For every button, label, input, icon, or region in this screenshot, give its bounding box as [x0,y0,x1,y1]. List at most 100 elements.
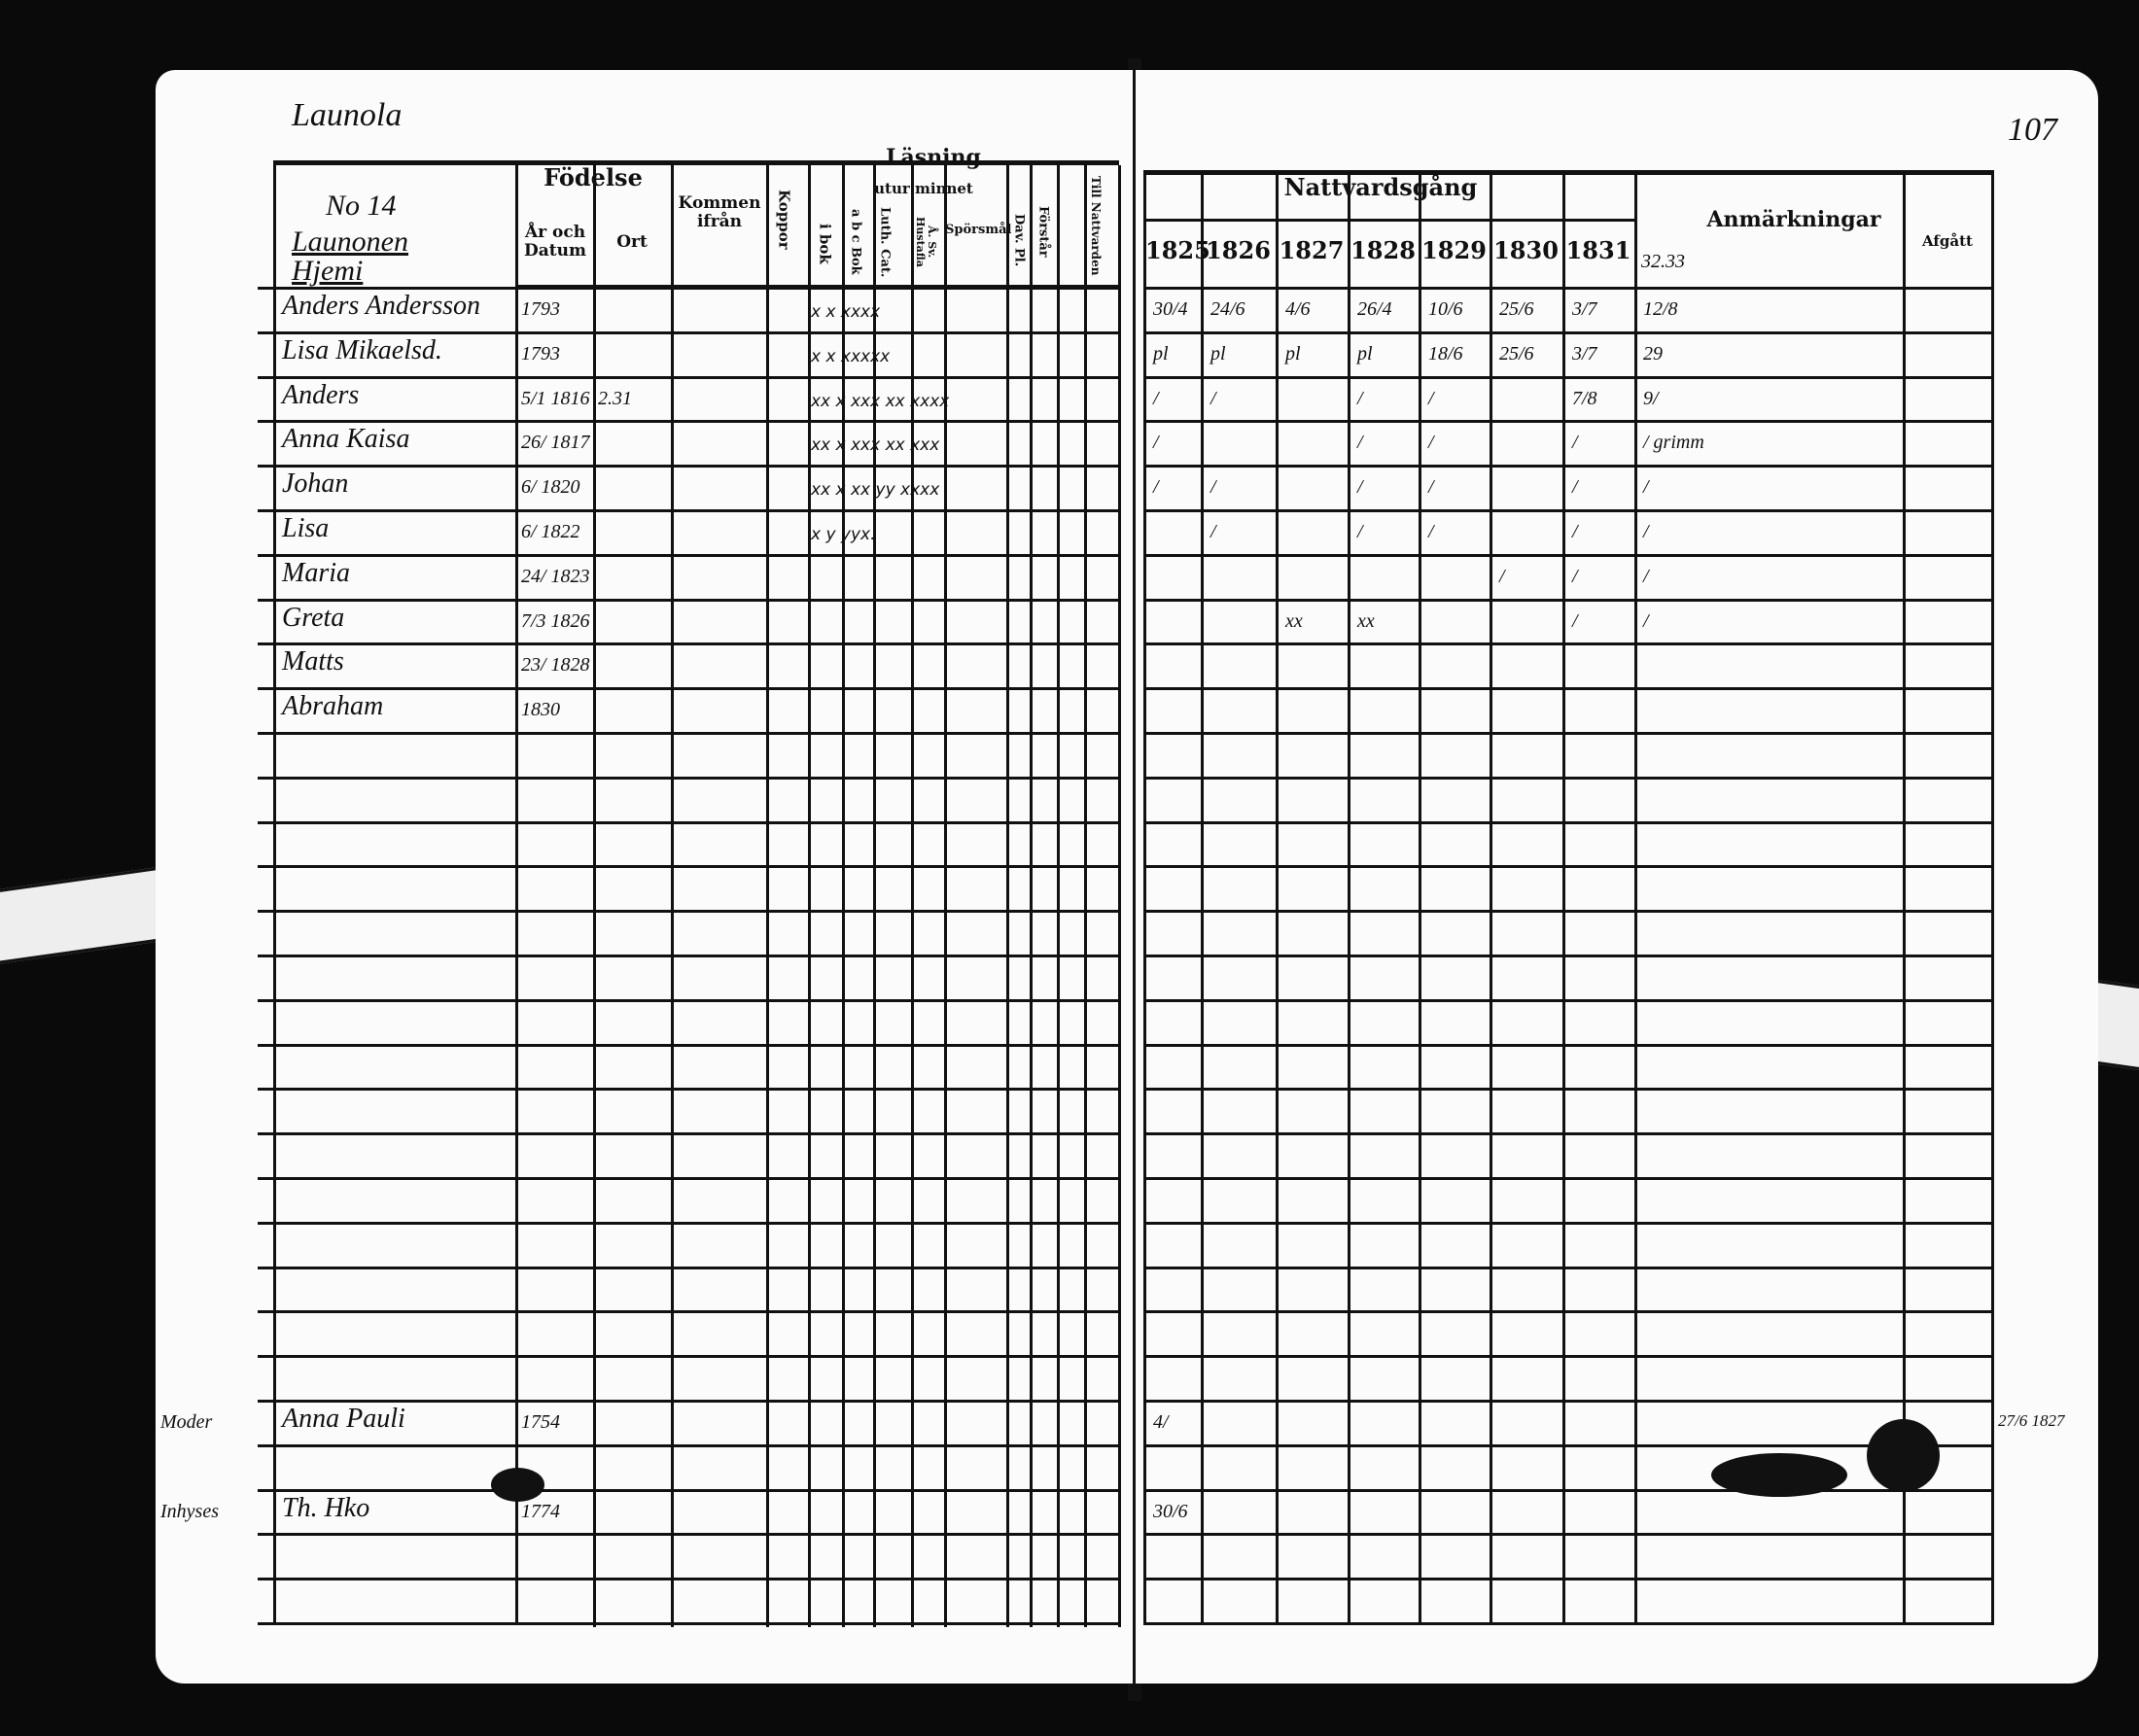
header-year-date: År och Datum [524,223,586,260]
ruled-line [258,865,1118,869]
right-page [1136,70,2098,1684]
ruled-line [944,165,947,1627]
ruled-line [258,687,1118,691]
ruled-line [1143,1443,1994,1447]
birth-date: 24/ 1823 [521,565,590,587]
household-number: No 14 [326,190,397,222]
communion-mark: 25/6 [1499,298,1534,320]
person-name: Greta [282,602,345,633]
communion-mark: / [1428,387,1434,409]
ruled-line [1143,1488,1994,1492]
ruled-line [258,910,1118,914]
ruled-line [808,165,811,1627]
remark: / [1643,565,1649,587]
ruled-line [258,955,1118,957]
communion-mark: pl [1285,342,1301,365]
remark: / [1643,521,1649,542]
header-year: 1827 [1279,236,1345,264]
ruled-line [273,160,276,1622]
ruled-line [258,375,1118,379]
header-year: 1828 [1350,236,1416,264]
ruled-line [1143,776,1994,780]
ruled-line [873,165,876,1627]
person-name: Abraham [282,691,384,722]
ruled-line [1419,170,1421,1622]
ruled-line [1143,955,1994,957]
communion-mark: / [1572,609,1578,632]
ruled-line [258,1622,1118,1625]
ruled-line [515,160,518,1622]
ruled-line [258,1578,1118,1581]
header-year: 1826 [1206,236,1271,264]
communion-mark: pl [1357,342,1373,365]
ruled-line [258,509,1118,512]
communion-mark: / [1210,387,1216,409]
ruled-line [258,1043,1118,1047]
ruled-line [258,1132,1118,1136]
ruled-line [1143,820,1994,824]
header-abc-book: a b c Bok [848,209,863,275]
birth-date: 7/3 1826 [521,609,590,632]
communion-mark: / [1428,432,1434,454]
header-luth-cat: Luth. Cat. [877,206,893,278]
header-year: 1831 [1565,236,1631,264]
ruled-line [1143,910,1994,914]
communion-mark: 7/8 [1572,387,1597,409]
ruled-line [1143,1088,1994,1092]
ruled-line [258,1355,1118,1359]
communion-mark: xx [1357,609,1375,632]
household-name: Launonen [292,226,408,258]
header-extra-year: 32.33 [1641,251,1685,272]
ruled-line [1143,1132,1994,1136]
ruled-line [1143,330,1994,334]
ruled-line [1143,1400,1994,1403]
ruled-line [258,1266,1118,1269]
ruled-line [258,330,1118,334]
birth-date: 6/ 1820 [521,476,580,499]
ruled-line [258,1533,1118,1537]
communion-mark: / [1153,432,1159,454]
communion-mark: / [1153,387,1159,409]
header-communion: Nattvardsgång [1283,173,1478,201]
communion-mark: / [1210,476,1216,499]
communion-mark: pl [1153,342,1169,365]
birth-date: 1754 [521,1411,560,1433]
header-in-book: i bok [816,224,834,264]
ruled-line [593,165,596,1627]
ruled-line [1143,465,1994,469]
ruled-line [1143,1266,1994,1269]
header-dav-pl: Dav. Pl. [1011,214,1027,267]
ruled-line [1490,170,1492,1622]
birth-place: 2.31 [598,387,632,409]
person-name: Matts [282,646,344,677]
parish-heading: Launola [292,97,403,133]
header-admitted: Till Nattvarden [1089,176,1104,276]
ruled-line [1143,865,1994,869]
birth-date: 1793 [521,342,560,365]
birth-date: 5/1 1816 [521,387,590,409]
ruled-line [1634,170,1637,1622]
ruled-line [1143,1533,1994,1537]
ruled-line [1143,598,1994,602]
ruled-line [1143,420,1994,424]
birth-date: 1830 [521,699,560,721]
communion-mark: / [1499,565,1505,587]
ruled-line [1143,509,1994,512]
ink-blot [1711,1453,1847,1497]
ruled-line [671,165,674,1627]
page-number: 107 [2008,112,2057,148]
header-remarks: Anmärkningar [1706,207,1881,232]
person-name: Lisa [282,513,330,543]
header-questions: Spörsmål [945,223,1012,237]
header-year: 1830 [1493,236,1559,264]
ruled-line [1201,170,1204,1622]
ruled-line [1143,1221,1994,1225]
ruled-line [258,1400,1118,1403]
ruled-line [258,420,1118,424]
remark: 9/ [1643,387,1659,409]
person-name: Anna Kaisa [282,424,410,455]
ruled-line [273,160,1119,165]
ruled-line [842,165,845,1627]
ruled-line [1118,165,1121,1627]
ruled-line [258,1488,1118,1492]
